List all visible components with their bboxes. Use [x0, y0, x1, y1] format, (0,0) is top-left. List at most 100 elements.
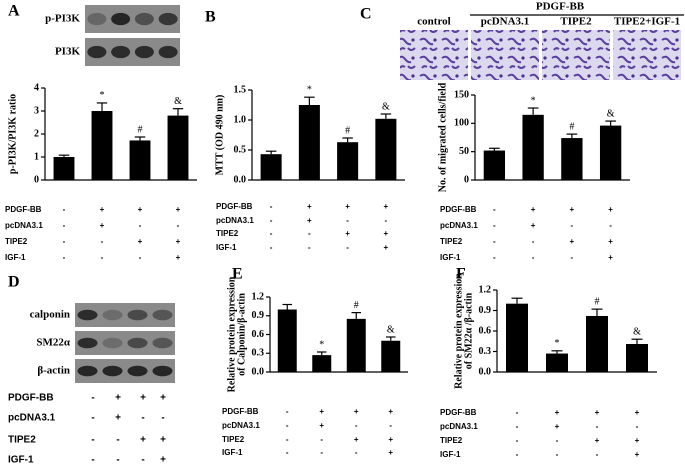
bar: [337, 142, 359, 180]
treatment-sign: -: [141, 455, 144, 465]
y-axis-label: of Calponin/β-actin: [236, 293, 247, 376]
treatment-sign: +: [570, 237, 575, 246]
panel-letter: B: [205, 9, 216, 26]
treatment-sign: +: [384, 202, 389, 211]
treatment-sign: +: [100, 221, 105, 230]
blot-band: [127, 337, 148, 349]
y-tick-label: 1.5: [234, 84, 247, 95]
treatment-sign: -: [493, 253, 496, 262]
treatment-sign: -: [516, 436, 519, 445]
treatment-sign: +: [531, 221, 536, 230]
treatment-sign: -: [493, 205, 496, 214]
bar: [599, 125, 622, 180]
treatment-label: PDGF-BB: [5, 205, 42, 214]
bar: [546, 353, 568, 372]
treatment-sign: +: [388, 407, 393, 416]
treatment-sign: +: [345, 229, 350, 238]
treatment-sign: -: [270, 216, 273, 225]
treatment-sign: -: [609, 221, 612, 230]
treatment-sign: +: [384, 229, 389, 238]
treatment-label: pcDNA3.1: [8, 413, 56, 424]
treatment-sign: -: [320, 448, 323, 457]
treatment-sign: -: [389, 421, 392, 430]
significance-mark: *: [555, 338, 560, 349]
treatment-sign: +: [100, 205, 105, 214]
treatment-label: pcDNA3.1: [440, 221, 478, 230]
treatment-sign: -: [556, 450, 559, 459]
y-tick-label: 0: [464, 174, 469, 185]
blot-band: [158, 12, 178, 26]
y-tick-label: 0.0: [479, 366, 492, 377]
treatment-label: IGF-1: [5, 253, 26, 262]
treatment-sign: -: [270, 243, 273, 252]
treatment-sign: +: [388, 435, 393, 444]
bar: [346, 318, 366, 372]
treatment-label: TIPE2: [222, 435, 245, 444]
treatment-label: PDGF-BB: [440, 205, 477, 214]
treatment-sign: -: [346, 216, 349, 225]
bar: [277, 309, 297, 372]
y-axis-label: of SM22α /β-actin: [463, 292, 474, 369]
treatment-sign: -: [636, 422, 639, 431]
y-tick-label: 0: [34, 174, 39, 185]
treatment-sign: +: [115, 393, 121, 404]
image-header: PDGF-BB: [536, 1, 585, 13]
treatment-label: PDGF-BB: [222, 407, 259, 416]
treatment-sign: +: [595, 436, 600, 445]
bar: [91, 111, 113, 180]
treatment-sign: -: [516, 422, 519, 431]
y-tick-label: 0.9: [252, 310, 265, 321]
blot-band: [102, 337, 123, 349]
bar: [53, 157, 75, 180]
treatment-sign: +: [635, 450, 640, 459]
treatment-sign: +: [354, 407, 359, 416]
blot-band: [87, 45, 107, 59]
y-tick-label: 150: [454, 89, 469, 100]
treatment-sign: -: [139, 253, 142, 262]
blot-band: [134, 45, 154, 59]
treatment-sign: -: [355, 448, 358, 457]
panel-letter: A: [8, 3, 20, 20]
treatment-sign: -: [493, 237, 496, 246]
bar: [561, 138, 583, 180]
treatment-sign: +: [160, 455, 166, 465]
image-label: TIPE2: [560, 16, 592, 28]
panel-letter: C: [360, 6, 372, 23]
y-axis-label: p-PI3K/PI3K ratio: [7, 94, 18, 174]
y-axis-label: MTT (OD 490 nm): [214, 95, 225, 176]
treatment-sign: +: [140, 435, 146, 446]
treatment-sign: -: [571, 221, 574, 230]
bar: [626, 343, 648, 372]
treatment-sign: +: [319, 407, 324, 416]
significance-mark: &: [174, 96, 182, 107]
blot-band: [127, 309, 148, 321]
treatment-label: PDGF-BB: [440, 408, 477, 417]
migration-image: [613, 30, 681, 80]
treatment-label: pcDNA3.1: [222, 421, 260, 430]
treatment-sign: +: [176, 253, 181, 262]
treatment-sign: +: [635, 408, 640, 417]
treatment-sign: -: [596, 422, 599, 431]
treatment-sign: -: [91, 393, 94, 404]
significance-mark: &: [633, 326, 641, 337]
treatment-sign: -: [286, 407, 289, 416]
treatment-sign: +: [555, 422, 560, 431]
treatment-label: IGF-1: [216, 243, 237, 252]
treatment-sign: -: [320, 435, 323, 444]
significance-mark: #: [595, 296, 600, 307]
panel-letter: E: [232, 266, 243, 283]
bar: [522, 114, 544, 180]
treatment-sign: +: [307, 202, 312, 211]
y-axis-label: Relative protein expression: [226, 276, 237, 392]
y-tick-label: 100: [454, 118, 469, 129]
blot-label: calponin: [30, 309, 70, 321]
treatment-label: pcDNA3.1: [440, 422, 478, 431]
treatment-sign: -: [308, 229, 311, 238]
bar: [381, 340, 401, 372]
treatment-label: TIPE2: [440, 436, 463, 445]
bar: [260, 154, 282, 180]
treatment-sign: -: [286, 435, 289, 444]
treatment-sign: -: [596, 450, 599, 459]
treatment-sign: +: [608, 253, 613, 262]
blot-band: [77, 365, 98, 377]
